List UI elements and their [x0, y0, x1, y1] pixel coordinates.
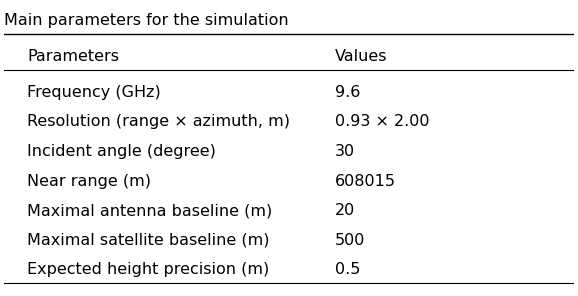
Text: 30: 30: [335, 144, 355, 159]
Text: Incident angle (degree): Incident angle (degree): [27, 144, 216, 159]
Text: Near range (m): Near range (m): [27, 173, 151, 189]
Text: Resolution (range × azimuth, m): Resolution (range × azimuth, m): [27, 114, 290, 129]
Text: 0.5: 0.5: [335, 263, 360, 277]
Text: Parameters: Parameters: [27, 49, 119, 64]
Text: Maximal satellite baseline (m): Maximal satellite baseline (m): [27, 233, 269, 248]
Text: Values: Values: [335, 49, 387, 64]
Text: Expected height precision (m): Expected height precision (m): [27, 263, 269, 277]
Text: 20: 20: [335, 203, 355, 218]
Text: 9.6: 9.6: [335, 85, 360, 100]
Text: Frequency (GHz): Frequency (GHz): [27, 85, 161, 100]
Text: 500: 500: [335, 233, 365, 248]
Text: Maximal antenna baseline (m): Maximal antenna baseline (m): [27, 203, 272, 218]
Text: 608015: 608015: [335, 173, 395, 189]
Text: Main parameters for the simulation: Main parameters for the simulation: [4, 13, 289, 28]
Text: 0.93 × 2.00: 0.93 × 2.00: [335, 114, 429, 129]
